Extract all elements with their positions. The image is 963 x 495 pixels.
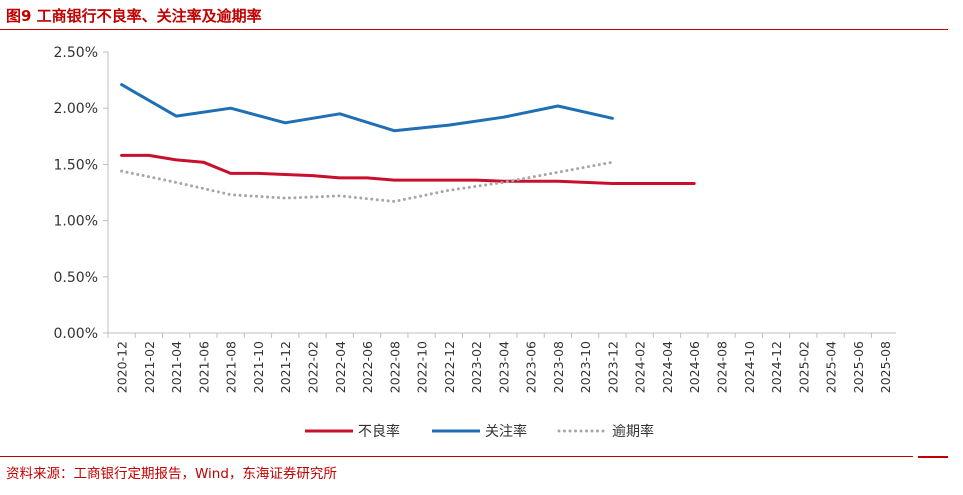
source-divider-accent	[918, 456, 948, 458]
x-tick-label: 2021-02	[142, 341, 157, 393]
x-tick-label: 2022-04	[333, 341, 348, 393]
x-tick-label: 2022-02	[305, 341, 320, 393]
source-divider	[0, 456, 913, 457]
y-tick-label: 1.50%	[54, 157, 98, 173]
legend-label: 逾期率	[612, 423, 654, 440]
x-tick-label: 2025-02	[796, 341, 811, 393]
x-tick-label: 2021-06	[196, 341, 211, 393]
x-tick-label: 2025-06	[851, 341, 866, 393]
series-layer	[120, 83, 696, 203]
x-tick-label: 2024-06	[687, 341, 702, 393]
legend-label: 不良率	[358, 423, 400, 440]
series-line-逾期率	[120, 160, 614, 203]
x-tick-label: 2023-12	[605, 341, 620, 393]
x-tick-label: 2024-12	[769, 341, 784, 393]
x-tick-label: 2020-12	[115, 341, 130, 393]
x-tick-label: 2025-08	[878, 341, 893, 393]
legend-label: 关注率	[485, 423, 527, 440]
x-tick-label: 2024-04	[660, 341, 675, 393]
x-tick-label: 2022-06	[360, 341, 375, 393]
source-note: 资料来源：工商银行定期报告，Wind，东海证券研究所	[6, 466, 337, 482]
x-tick-label: 2022-08	[387, 341, 402, 393]
figure-title: 图9 工商银行不良率、关注率及逾期率	[6, 7, 262, 25]
x-tick-label: 2022-10	[415, 341, 430, 393]
x-tick-label: 2021-10	[251, 341, 266, 393]
x-tick-label: 2023-04	[496, 341, 511, 393]
y-tick-label: 2.00%	[54, 101, 98, 117]
x-tick-label: 2021-04	[169, 341, 184, 393]
x-tick-label: 2025-04	[824, 341, 839, 393]
x-tick-label: 2023-06	[524, 341, 539, 393]
y-axis-ticks: 0.00% 0.50% 1.00% 1.50% 2.00% 2.50%	[54, 45, 108, 342]
legend: 不良率 关注率 逾期率	[305, 423, 654, 440]
x-tick-label: 2023-02	[469, 341, 484, 393]
y-tick-label: 0.50%	[54, 270, 98, 286]
series-line-关注率	[120, 83, 614, 133]
x-tick-label: 2023-10	[578, 341, 593, 393]
x-tick-label: 2024-02	[633, 341, 648, 393]
series-line-不良率	[120, 153, 696, 185]
y-tick-label: 0.00%	[54, 326, 98, 342]
x-tick-label: 2024-08	[714, 341, 729, 393]
x-tick-label: 2024-10	[742, 341, 757, 393]
y-tick-label: 2.50%	[54, 45, 98, 61]
x-tick-label: 2021-08	[224, 341, 239, 393]
x-axis-ticks: 2020-12 2021-02 2021-04 2021-06 2021-08 2021-…	[107, 333, 893, 393]
x-tick-label: 2022-12	[442, 341, 457, 393]
title-divider	[0, 29, 948, 30]
x-tick-label: 2021-12	[278, 341, 293, 393]
x-tick-label: 2023-08	[551, 341, 566, 393]
y-tick-label: 1.00%	[54, 214, 98, 230]
